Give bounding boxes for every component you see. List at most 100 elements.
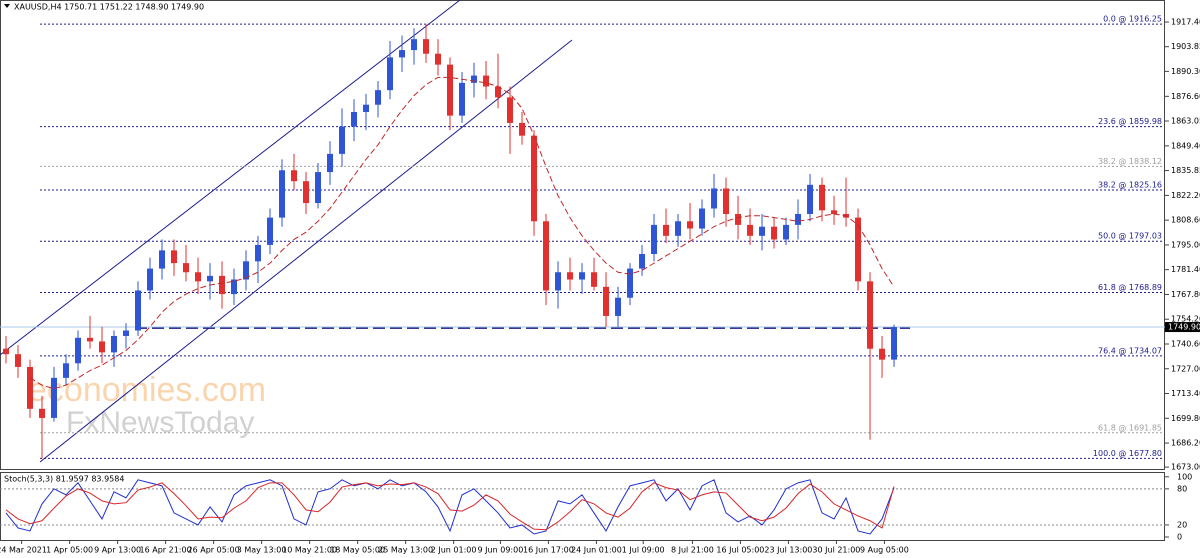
candle-body: [291, 170, 298, 182]
candle-body: [651, 224, 658, 255]
x-tick-label: 16 Jul 05:00: [716, 546, 764, 555]
candle-body: [735, 213, 742, 225]
candle-body: [459, 82, 466, 116]
fib-label: 38.2 @ 1825.16: [1098, 181, 1162, 190]
candle-body: [411, 39, 418, 51]
x-tick-label: 10 May 21:00: [282, 546, 337, 555]
y-tick-label: 1903.85: [1171, 42, 1200, 51]
candle-body: [303, 181, 310, 204]
y-tick-label: 1849.40: [1171, 141, 1200, 150]
chart-title: XAUUSD,H4 1750.71 1751.22 1748.90 1749.9…: [14, 3, 204, 12]
candle-body: [99, 341, 106, 353]
candle-body: [543, 221, 550, 291]
x-tick-label: 16 Jun 17:00: [523, 546, 574, 555]
candle-body: [387, 57, 394, 91]
candle-body: [171, 250, 178, 264]
x-tick-label: 3 May 13:00: [237, 546, 287, 555]
candle-body: [423, 39, 430, 54]
candle-body: [219, 275, 226, 295]
channel-line: [0, 0, 461, 356]
candle-body: [351, 111, 358, 127]
y-tick-label: 100: [1177, 472, 1192, 481]
candle-body: [579, 272, 586, 280]
candle-body: [111, 335, 118, 353]
watermark: FxNewsToday: [66, 406, 254, 439]
x-tick-label: 1 Jul 09:00: [622, 546, 665, 555]
candle-body: [363, 104, 370, 112]
x-tick-label: 23 Jul 13:00: [764, 546, 812, 555]
y-tick-label: 20: [1177, 520, 1187, 529]
y-tick-label: 1699.80: [1171, 414, 1200, 423]
last-price-label: 1749.90: [1168, 323, 1200, 332]
candle-body: [555, 272, 562, 291]
y-tick-label: 1890.30: [1171, 67, 1200, 76]
x-tick-label: 18 May 05:00: [330, 546, 385, 555]
candle-body: [231, 279, 238, 295]
y-tick-label: 1917.40: [1171, 18, 1200, 27]
last-price-box: [1165, 322, 1200, 333]
candle-body: [747, 224, 754, 236]
candle-body: [315, 172, 322, 204]
candle-body: [135, 290, 142, 331]
candle-body: [27, 366, 34, 409]
candle-body: [327, 153, 334, 173]
candle-body: [783, 224, 790, 240]
y-tick-label: 1686.20: [1171, 439, 1200, 448]
candle-body: [447, 64, 454, 116]
fib-label: 0.0 @ 1916.25: [1103, 15, 1162, 24]
candle-body: [207, 275, 214, 282]
x-tick-label: 24 Mar 2021: [0, 546, 47, 555]
fib-label: 100.0 @ 1677.80: [1093, 449, 1162, 458]
y-tick-label: 1767.80: [1171, 290, 1200, 299]
candle-body: [507, 97, 514, 123]
candle-body: [3, 348, 10, 355]
x-tick-label: 9 Aug 05:00: [860, 546, 909, 555]
y-tick-label: 1808.60: [1171, 216, 1200, 225]
stoch-panel: [0, 472, 1165, 541]
candle-body: [435, 53, 442, 65]
candle-body: [159, 250, 166, 269]
candle-body: [339, 126, 346, 154]
candle-body: [495, 86, 502, 98]
candle-body: [567, 272, 574, 280]
x-tick-label: 2 Jun 01:00: [431, 546, 477, 555]
fib-label: 38.2 @ 1838.12: [1098, 157, 1162, 166]
candle-body: [663, 224, 670, 236]
x-tick-label: 30 Jul 21:00: [812, 546, 860, 555]
candle-body: [627, 268, 634, 298]
channel-line: [39, 39, 573, 463]
candle-body: [123, 330, 130, 336]
y-tick-label: 1781.40: [1171, 265, 1200, 274]
y-tick-label: 0: [1177, 532, 1182, 541]
candle-body: [243, 261, 250, 280]
y-tick-label: 1822.20: [1171, 191, 1200, 200]
candle-body: [675, 221, 682, 236]
x-tick-label: 9 Apr 13:00: [94, 546, 141, 555]
candle-body: [687, 221, 694, 229]
candle-body: [279, 170, 286, 218]
candle-body: [75, 337, 82, 364]
candle-body: [519, 122, 526, 136]
candle-body: [255, 244, 262, 262]
candle-body: [399, 50, 406, 58]
candle-body: [147, 268, 154, 291]
candle-body: [831, 210, 838, 214]
collapse-icon[interactable]: [4, 4, 10, 8]
candle-body: [183, 263, 190, 273]
candle-body: [375, 90, 382, 105]
candle-body: [699, 208, 706, 229]
candle-body: [723, 188, 730, 214]
candle-body: [819, 184, 826, 211]
candle-body: [759, 226, 766, 236]
candle-body: [603, 286, 610, 316]
y-tick-label: 1727.00: [1171, 364, 1200, 373]
fib-label: 61.8 @ 1768.89: [1098, 283, 1162, 292]
y-tick-label: 1740.60: [1171, 339, 1200, 348]
candle-body: [51, 377, 58, 418]
x-tick-label: 8 Jul 21:00: [671, 546, 714, 555]
candle-body: [591, 272, 598, 287]
candle-body: [855, 217, 862, 282]
candle-body: [195, 272, 202, 282]
candle-body: [87, 337, 94, 342]
